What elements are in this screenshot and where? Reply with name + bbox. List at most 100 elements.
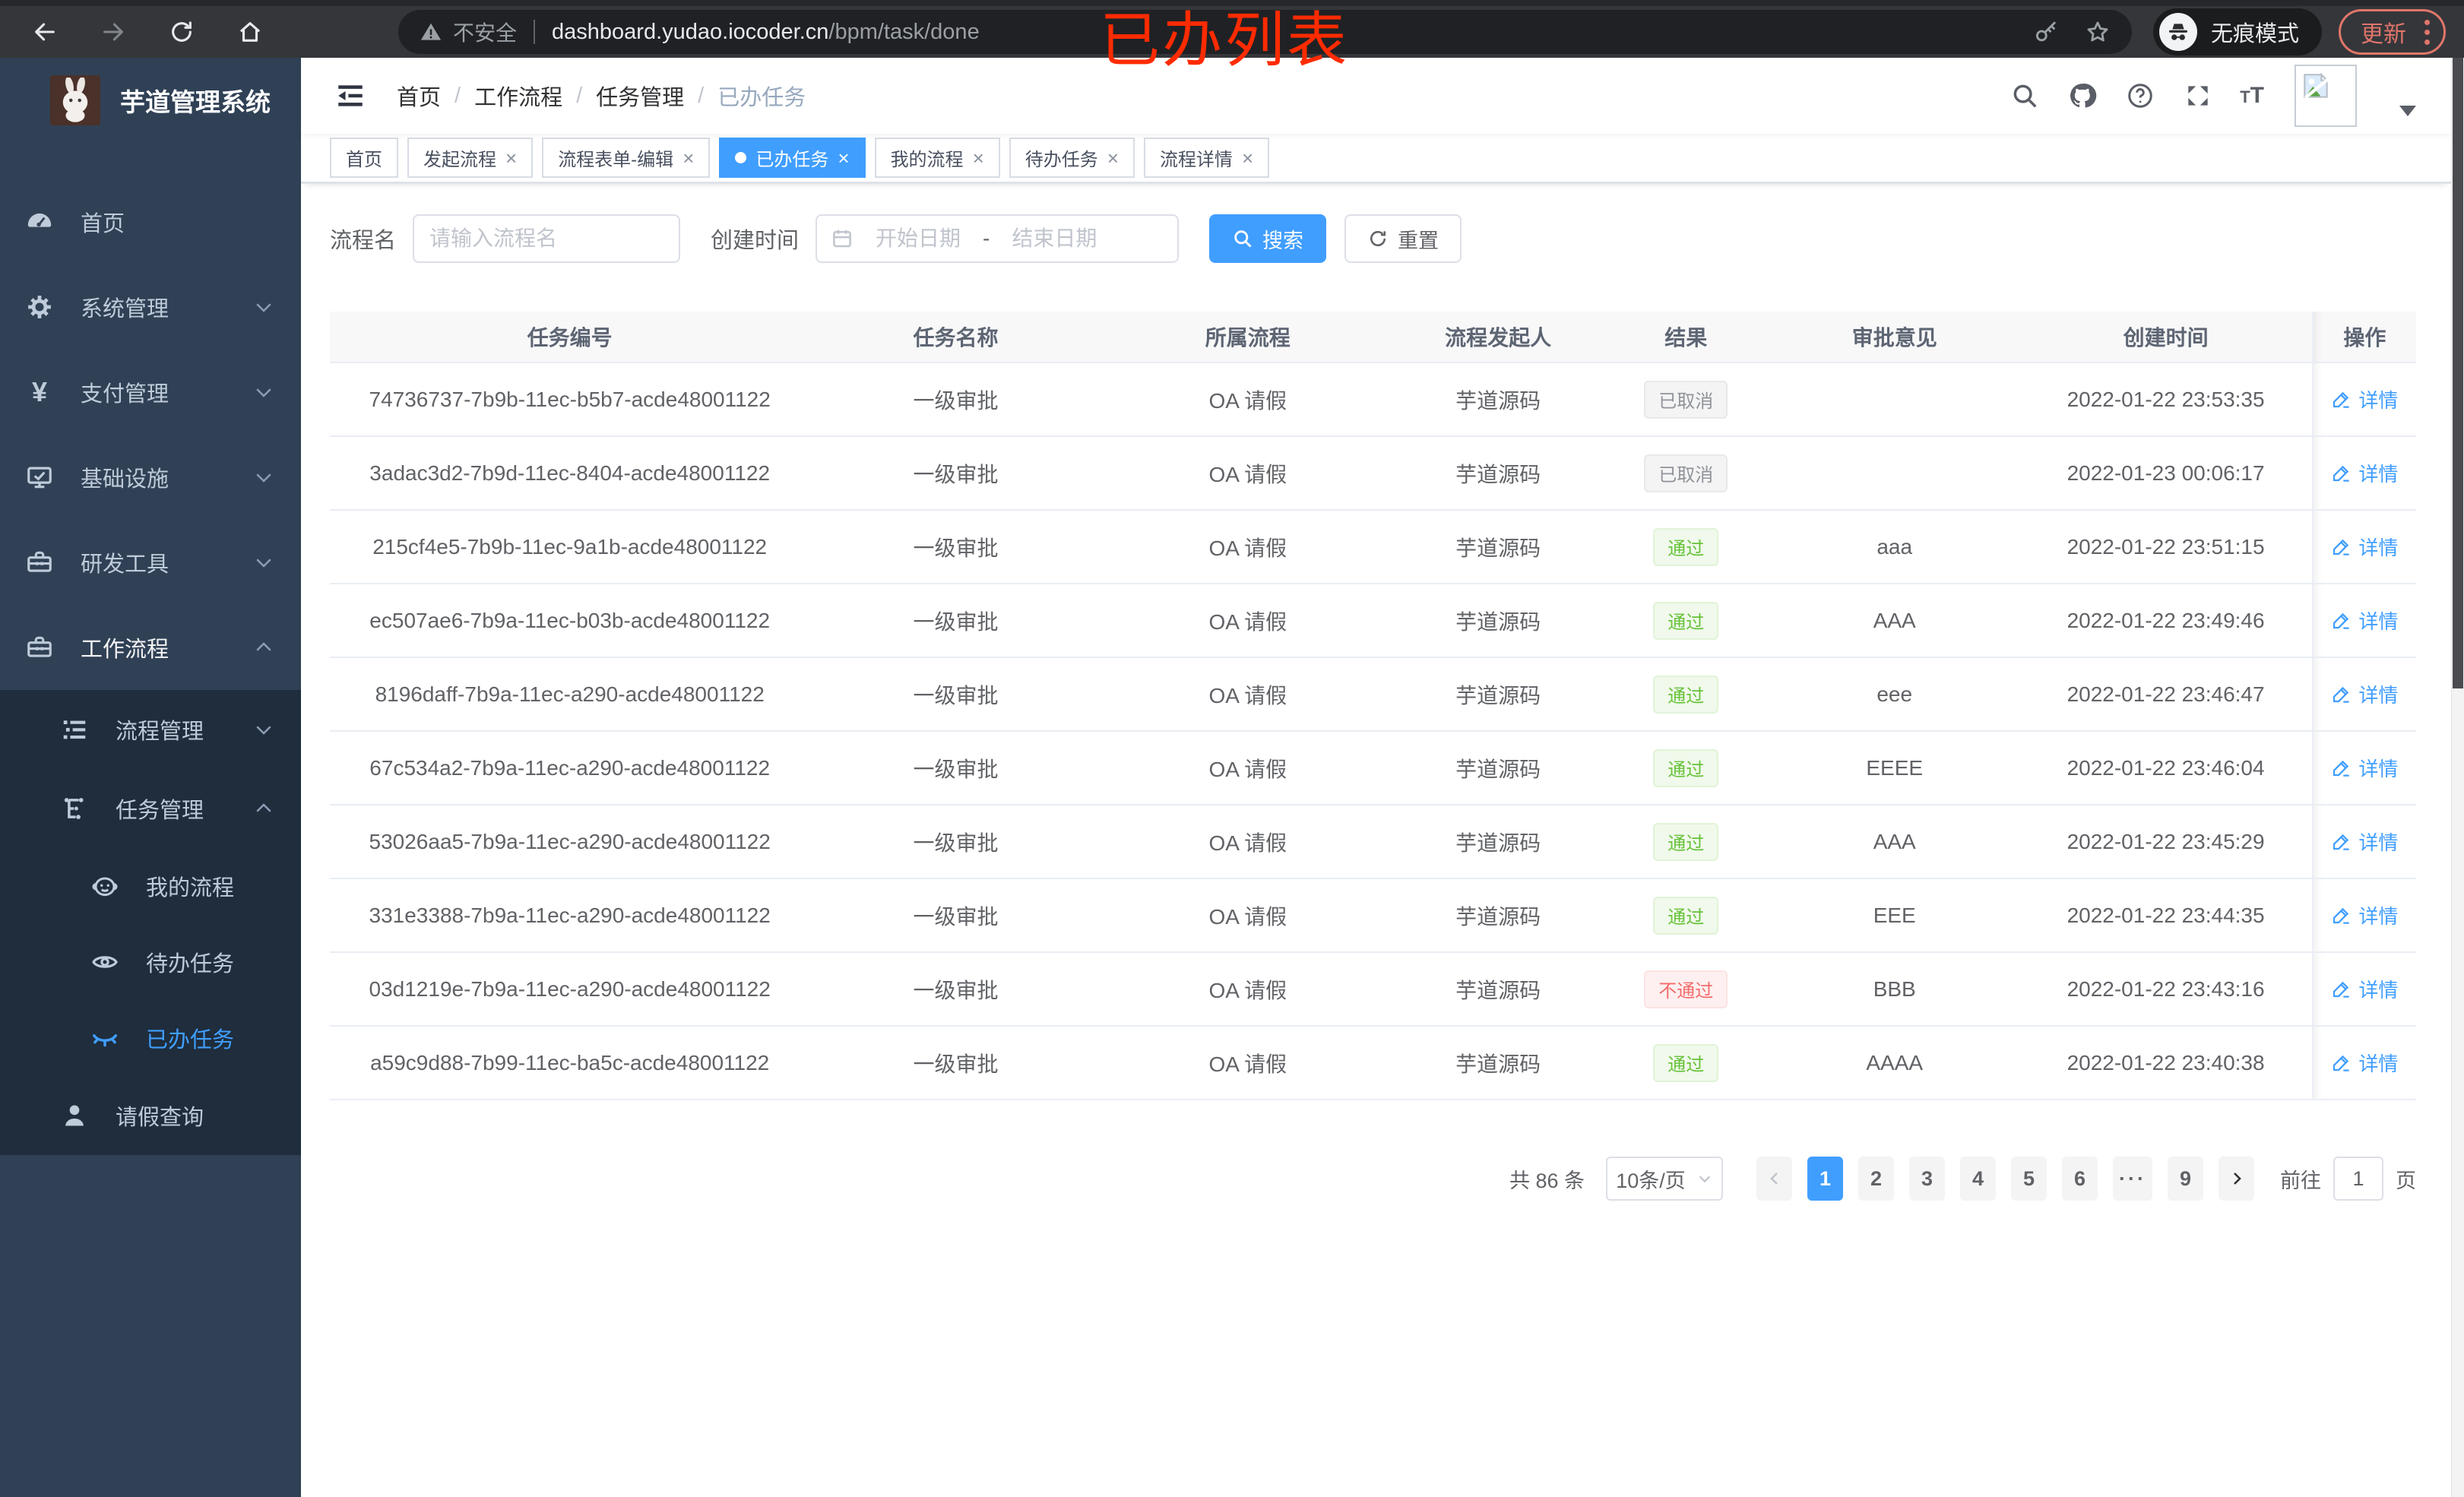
breadcrumb-home[interactable]: 首页 xyxy=(397,86,442,110)
search-icon xyxy=(1234,230,1252,248)
page-jumper: 前往 页 xyxy=(2280,1157,2416,1201)
cell-starter: 芋道源码 xyxy=(1455,757,1541,781)
page-button-5[interactable]: 5 xyxy=(2011,1157,2048,1201)
search-icon[interactable] xyxy=(2009,80,2041,112)
detail-link[interactable]: 详情 xyxy=(2331,1049,2398,1077)
broken-image-icon xyxy=(2304,72,2329,100)
close-icon[interactable]: × xyxy=(838,146,850,169)
cell-opinion: AAA xyxy=(1873,829,1916,853)
sidebar-item-leave-query[interactable]: 请假查询 xyxy=(0,1076,301,1155)
sidebar-item-todo-tasks[interactable]: 待办任务 xyxy=(0,924,301,1000)
home-icon[interactable] xyxy=(236,17,264,46)
close-icon[interactable]: × xyxy=(683,146,695,169)
result-badge: 已取消 xyxy=(1644,454,1728,492)
detail-link[interactable]: 详情 xyxy=(2331,754,2398,782)
avatar-dropdown-caret[interactable] xyxy=(2399,106,2416,116)
edit-pencil-icon xyxy=(2333,981,2349,998)
collapse-sidebar-icon[interactable] xyxy=(334,80,366,112)
detail-link[interactable]: 详情 xyxy=(2331,459,2398,487)
table-row: a59c9d88-7b99-11ec-ba5c-acde48001122 一级审… xyxy=(330,1025,2416,1099)
page-button-6[interactable]: 6 xyxy=(2062,1157,2098,1201)
detail-link[interactable]: 详情 xyxy=(2331,606,2398,635)
page-button-4[interactable]: 4 xyxy=(1960,1157,1997,1201)
sidebar-item-home[interactable]: 首页 xyxy=(0,179,301,264)
sidebar-item-devtools[interactable]: 研发工具 xyxy=(0,520,301,605)
tab-form-edit[interactable]: 流程表单-编辑 × xyxy=(542,138,711,178)
more-pages-button[interactable]: ··· xyxy=(2113,1157,2152,1201)
page-jump-input[interactable] xyxy=(2333,1157,2383,1201)
cell-task-name: 一级审批 xyxy=(913,757,999,781)
github-icon[interactable] xyxy=(2067,80,2098,112)
cell-task-name: 一级审批 xyxy=(913,831,999,855)
cell-created: 2022-01-22 23:51:15 xyxy=(2067,534,2265,559)
app-logo-row: 芋道管理系统 xyxy=(0,58,301,143)
tab-done-tasks[interactable]: 已办任务 × xyxy=(719,138,866,178)
tab-home[interactable]: 首页 xyxy=(330,138,398,178)
chevron-down-icon xyxy=(252,718,275,741)
sidebar-item-process-mgmt[interactable]: 流程管理 xyxy=(0,690,301,769)
app-logo xyxy=(50,75,100,125)
help-icon[interactable] xyxy=(2124,80,2156,112)
browser-menu-icon[interactable] xyxy=(2424,19,2430,45)
sidebar-item-payment[interactable]: ¥ 支付管理 xyxy=(0,350,301,435)
page-scrollbar[interactable] xyxy=(2451,58,2464,1497)
detail-link[interactable]: 详情 xyxy=(2331,901,2398,929)
password-key-icon[interactable] xyxy=(2033,19,2059,45)
cell-created: 2022-01-22 23:44:35 xyxy=(2067,903,2265,927)
end-date-input[interactable] xyxy=(994,226,1115,252)
breadcrumb-workflow[interactable]: 工作流程 xyxy=(474,86,563,110)
reload-icon[interactable] xyxy=(167,17,196,46)
cell-starter: 芋道源码 xyxy=(1455,683,1541,707)
chevron-down-icon xyxy=(1699,1176,1710,1183)
detail-link[interactable]: 详情 xyxy=(2331,975,2398,1003)
page-button-9[interactable]: 9 xyxy=(2168,1157,2203,1201)
cell-created: 2022-01-22 23:46:47 xyxy=(2067,682,2265,706)
close-icon[interactable]: × xyxy=(1241,146,1254,169)
detail-link[interactable]: 详情 xyxy=(2331,828,2398,856)
sidebar-item-workflow[interactable]: 工作流程 xyxy=(0,605,301,690)
close-icon[interactable]: × xyxy=(972,146,984,169)
close-icon[interactable]: × xyxy=(1107,146,1119,169)
sidebar-item-my-process[interactable]: 我的流程 xyxy=(0,848,301,924)
forward-icon[interactable] xyxy=(99,17,128,46)
chevron-down-icon xyxy=(252,296,275,318)
page-size-select[interactable]: 10条/页 xyxy=(1606,1157,1724,1201)
page-button-3[interactable]: 3 xyxy=(1909,1157,1946,1201)
tab-todo-tasks[interactable]: 待办任务 × xyxy=(1009,138,1135,178)
page-button-1[interactable]: 1 xyxy=(1807,1157,1844,1201)
search-button[interactable]: 搜索 xyxy=(1209,214,1327,263)
chevron-down-icon xyxy=(252,466,275,489)
sidebar-item-done-tasks[interactable]: 已办任务 xyxy=(0,1000,301,1076)
scrollbar-thumb[interactable] xyxy=(2453,58,2463,688)
detail-link[interactable]: 详情 xyxy=(2331,533,2398,561)
tab-my-process[interactable]: 我的流程 × xyxy=(874,138,1000,178)
date-range-picker[interactable]: - xyxy=(816,214,1180,263)
avatar[interactable] xyxy=(2295,65,2357,127)
prev-page-button[interactable] xyxy=(1756,1157,1793,1201)
close-icon[interactable]: × xyxy=(505,146,518,169)
toolbox-icon xyxy=(24,632,55,663)
breadcrumb-current: 已办任务 xyxy=(717,86,806,110)
sidebar-item-infra[interactable]: 基础设施 xyxy=(0,435,301,520)
sidebar-item-task-mgmt[interactable]: 任务管理 xyxy=(0,769,301,848)
monitor-icon xyxy=(24,462,55,492)
reset-button[interactable]: 重置 xyxy=(1344,214,1462,263)
process-name-input[interactable] xyxy=(413,214,681,263)
fullscreen-icon[interactable] xyxy=(2182,80,2214,112)
breadcrumb-task-mgmt[interactable]: 任务管理 xyxy=(596,86,685,110)
detail-link[interactable]: 详情 xyxy=(2331,385,2398,413)
start-date-input[interactable] xyxy=(858,226,979,252)
address-bar[interactable]: 不安全 dashboard.yudao.iocoder.cn/bpm/task/… xyxy=(398,10,2132,54)
sidebar-item-system[interactable]: 系统管理 xyxy=(0,264,301,350)
bookmark-star-icon[interactable] xyxy=(2085,19,2111,45)
back-icon[interactable] xyxy=(30,17,59,46)
browser-update-button[interactable]: 更新 xyxy=(2339,9,2446,55)
detail-link[interactable]: 详情 xyxy=(2331,680,2398,708)
tab-start-process[interactable]: 发起流程 × xyxy=(407,138,534,178)
tab-process-detail[interactable]: 流程详情 × xyxy=(1143,138,1270,178)
cell-task-id: 74736737-7b9b-11ec-b5b7-acde48001122 xyxy=(369,387,771,411)
next-page-button[interactable] xyxy=(2219,1157,2254,1201)
cell-process: OA 请假 xyxy=(1208,904,1287,929)
page-button-2[interactable]: 2 xyxy=(1858,1157,1895,1201)
